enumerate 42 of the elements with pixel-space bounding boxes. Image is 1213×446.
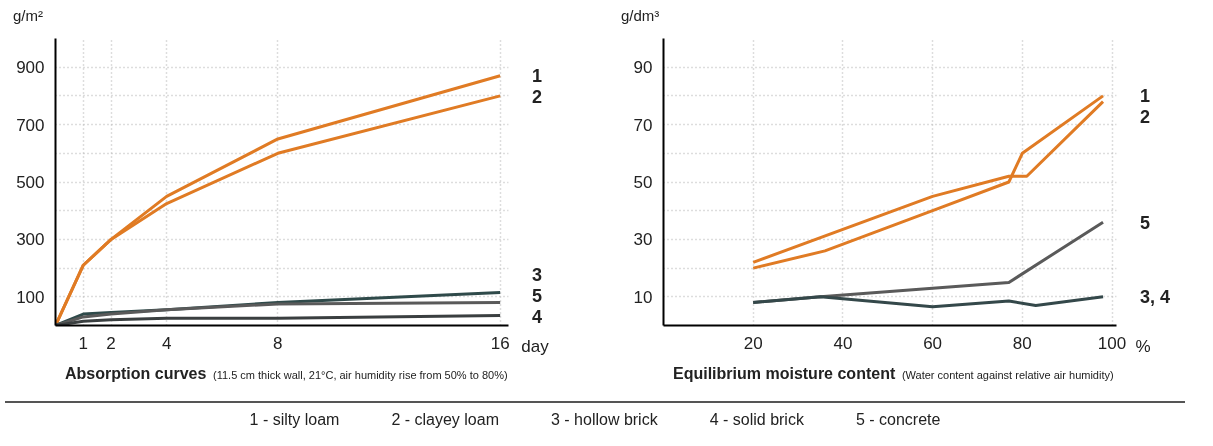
x-tick-label: 2 [106, 333, 116, 353]
x-tick-label: 40 [833, 333, 853, 353]
text: 2 [1140, 107, 1151, 128]
text: Absorption curves [65, 365, 207, 382]
x-tick-label: 8 [273, 333, 283, 353]
text: 3, 4 [1140, 286, 1171, 307]
y-tick-label: 30 [633, 230, 653, 250]
y-tick-label: 100 [16, 287, 45, 307]
series-label: 3 [532, 265, 543, 286]
x-axis-title: day [521, 336, 550, 356]
x-tick-label: 16 [490, 333, 510, 353]
text: (11.5 cm thick wall, 21°C, air humidity rise from 50% to 80%) [213, 369, 508, 381]
text: 3 - hollow brick [550, 411, 658, 428]
y-tick-label: 10 [633, 287, 653, 307]
y-tick-label: 50 [633, 173, 653, 192]
y-tick-label: 700 [16, 115, 45, 135]
y-tick-label: 70 [633, 115, 653, 135]
y-axis-title: g/m² [12, 6, 43, 26]
series-label: 2 [532, 87, 543, 108]
text: 4 - solid brick [709, 411, 804, 428]
text: 2 - clayey loam [391, 411, 499, 428]
y-tick-label: 300 [16, 230, 45, 250]
y-tick-label: 90 [633, 58, 653, 78]
series-label: 1 [532, 66, 543, 87]
series-label: 5 [532, 286, 543, 307]
y-axis-title: g/dm³ [620, 6, 660, 26]
x-tick-label: 80 [1012, 333, 1032, 353]
x-tick-label: 100 [1097, 333, 1127, 353]
text: 1 [1140, 86, 1151, 107]
x-tick-label: 1 [78, 333, 89, 353]
text: 5 - concrete [855, 411, 941, 428]
text: (Water content against relative air humidity) [901, 369, 1114, 381]
y-tick-label: 500 [16, 173, 45, 192]
text: Equilibrium moisture content [673, 365, 896, 382]
x-axis-title: % [1135, 336, 1151, 356]
series-label: 4 [532, 307, 543, 328]
x-tick-label: 20 [743, 333, 763, 353]
x-tick-label: 4 [161, 333, 172, 353]
y-tick-label: 900 [16, 58, 45, 78]
text: 1 - silty loam [249, 411, 340, 428]
x-tick-label: 60 [923, 333, 943, 353]
text: 5 [1140, 212, 1151, 233]
